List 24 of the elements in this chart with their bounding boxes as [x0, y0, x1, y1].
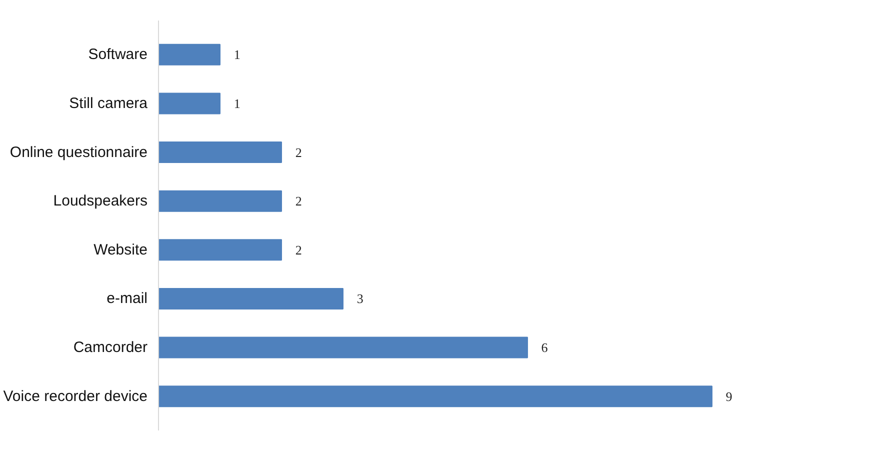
- bar: [158, 92, 220, 114]
- data-label: 2: [295, 144, 302, 160]
- bar: [158, 44, 220, 66]
- data-label: 1: [234, 47, 240, 62]
- data-label: 3: [356, 291, 364, 306]
- bar: [158, 288, 344, 310]
- bar: [158, 239, 282, 261]
- y-tick-label: e-mail: [106, 290, 148, 308]
- bar: [158, 336, 528, 358]
- y-tick-label: Online questionnaire: [10, 144, 148, 161]
- bar: [158, 190, 282, 212]
- y-tick-label: Loudspeakers: [53, 192, 148, 210]
- bar: [158, 386, 712, 408]
- y-tick-label: Still camera: [69, 94, 148, 112]
- data-label: 2: [295, 242, 302, 258]
- y-tick-label: Website: [94, 241, 148, 258]
- data-label: 6: [541, 340, 548, 356]
- y-tick-label: Camcorder: [73, 339, 148, 356]
- data-label: 9: [726, 388, 732, 404]
- y-tick-label: Voice recorder device: [3, 388, 148, 405]
- data-label: 1: [234, 96, 240, 111]
- bar: [158, 142, 282, 164]
- y-tick-label: Software: [88, 46, 148, 64]
- data-label: 2: [295, 194, 302, 209]
